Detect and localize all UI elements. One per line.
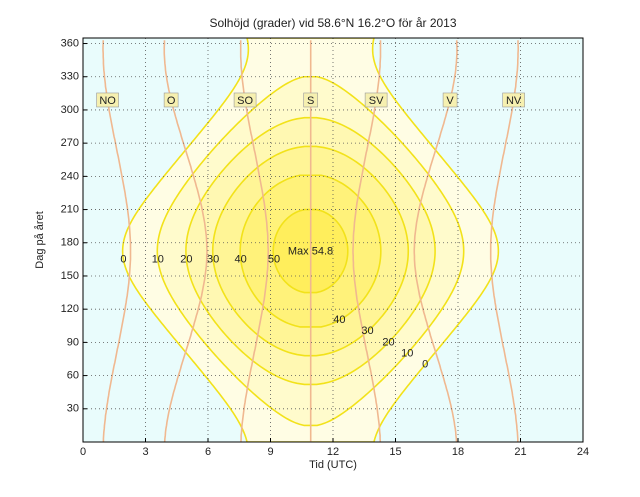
y-tick-label: 90 [67,336,79,348]
x-tick-label: 3 [142,446,148,458]
y-axis-label: Dag på året [34,211,46,268]
max-label: Max 54.8 [288,246,333,258]
y-tick-label: 330 [61,71,79,83]
contour-label: 0 [422,358,428,370]
direction-label: S [307,95,314,107]
y-tick-label: 210 [61,203,79,215]
x-tick-label: 21 [514,446,526,458]
x-tick-label: 9 [267,446,273,458]
x-tick-label: 15 [389,446,401,458]
y-tick-label: 300 [61,104,79,116]
contour-label: 30 [207,253,219,265]
direction-label: NV [506,95,522,107]
direction-label-box [96,92,119,108]
contour-label: 20 [382,336,394,348]
x-tick-label: 24 [577,446,589,458]
plot: NO O SO S SV V NV 0 0 10 10 20 20 30 30 40 40 50 Max 54.8 [96,38,525,442]
contour-label: 40 [235,253,247,265]
direction-label: NO [99,95,116,107]
y-tick-label: 60 [67,369,79,381]
chart-title: Solhöjd (grader) vid 58.6°N 16.2°O för å… [209,16,456,30]
direction-label-box [502,92,525,108]
direction-label: V [446,95,454,107]
plot-frame [82,37,584,443]
direction-label: SV [369,95,384,107]
y-tick-label: 270 [61,137,79,149]
x-tick-label: 0 [80,446,86,458]
x-axis-label: Tid (UTC) [309,459,357,471]
contour-label: 50 [268,253,280,265]
y-tick-label: 180 [61,237,79,249]
contour-label: 10 [401,347,413,359]
direction-label-box [364,92,388,108]
contour-label: 30 [361,325,373,337]
y-tick-label: 240 [61,170,79,182]
x-tick-label: 6 [205,446,211,458]
y-tick-label: 360 [61,37,79,49]
x-tick-label: 12 [327,446,339,458]
direction-label-box [233,92,257,108]
y-tick-label: 120 [61,303,79,315]
direction-label: O [167,95,176,107]
contour-label: 10 [152,253,164,265]
direction-label-box [303,92,319,108]
contour-label: 40 [333,314,345,326]
x-tick-label: 18 [452,446,464,458]
direction-label: SO [237,95,253,107]
y-tick-label: 30 [67,403,79,415]
direction-label-box [442,92,458,108]
y-tick-label: 150 [61,270,79,282]
direction-label-box [163,92,179,108]
contour-label: 0 [120,253,126,265]
contour-label: 20 [180,253,192,265]
